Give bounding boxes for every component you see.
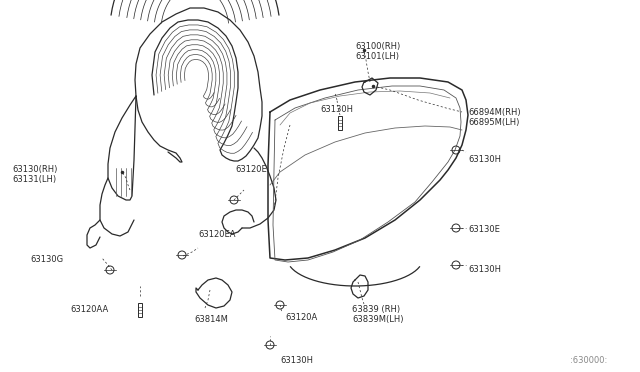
Text: :630000:: :630000:: [570, 356, 607, 365]
Bar: [338, 116, 342, 130]
Text: 63120A: 63120A: [285, 313, 317, 322]
Text: 63120AA: 63120AA: [70, 305, 108, 314]
Text: 63130(RH)
63131(LH): 63130(RH) 63131(LH): [12, 165, 58, 185]
Text: 63814M: 63814M: [194, 315, 228, 324]
Text: 63130E: 63130E: [468, 225, 500, 234]
Text: 63130H: 63130H: [468, 155, 501, 164]
Bar: [138, 303, 142, 317]
Text: 66894M(RH)
66895M(LH): 66894M(RH) 66895M(LH): [468, 108, 520, 127]
Text: 63120EA: 63120EA: [198, 230, 236, 239]
Text: 63130H: 63130H: [280, 356, 313, 365]
Text: 63120E: 63120E: [235, 165, 267, 174]
Text: 63100(RH)
63101(LH): 63100(RH) 63101(LH): [355, 42, 400, 61]
Text: 63130H: 63130H: [468, 265, 501, 274]
Text: 63839 (RH)
63839M(LH): 63839 (RH) 63839M(LH): [352, 305, 403, 324]
Text: 63130H: 63130H: [320, 105, 353, 114]
Text: 63130G: 63130G: [30, 255, 63, 264]
